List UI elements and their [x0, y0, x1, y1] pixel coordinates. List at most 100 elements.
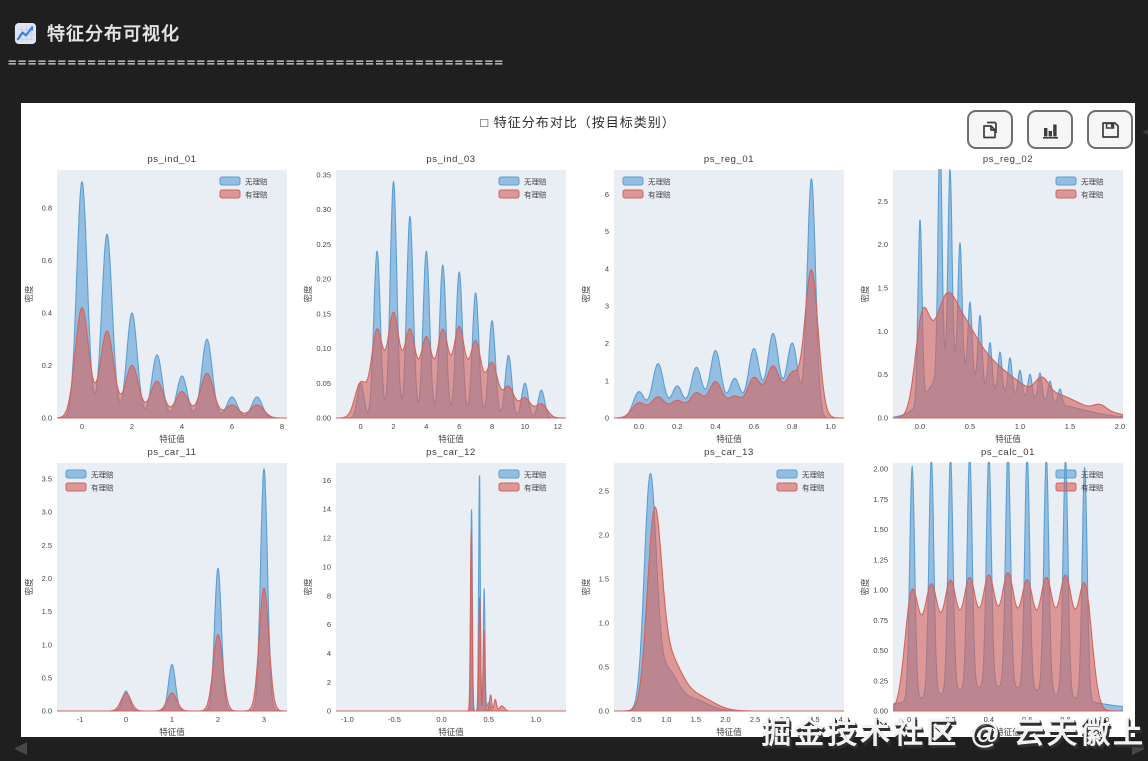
legend-swatch [1055, 189, 1077, 199]
y-tick-label: 0.4 [42, 309, 52, 318]
y-axis-label: 密度 [303, 578, 313, 596]
x-tick-label: 1.5 [691, 715, 701, 724]
legend-swatch [1055, 482, 1077, 492]
x-tick-label: 4.0 [839, 715, 849, 724]
x-axis-label: 特征值 [717, 434, 743, 443]
x-axis-label: 特征值 [438, 727, 464, 736]
kde-area-有理赔 [614, 506, 845, 712]
legend-label: 有理赔 [524, 483, 547, 493]
kde-area-有理赔 [57, 307, 287, 419]
x-tick-label: 0.8 [1060, 715, 1070, 724]
subplot-title: ps_car_11 [147, 447, 196, 458]
copy-button[interactable] [967, 110, 1013, 149]
y-tick-label: 8 [326, 591, 330, 600]
y-tick-label: 0.0 [42, 414, 52, 423]
save-button[interactable] [1087, 110, 1133, 149]
x-tick-label: 3 [262, 715, 266, 724]
y-tick-label: 0.25 [316, 240, 331, 249]
x-tick-label: 1.5 [1065, 422, 1075, 431]
y-tick-label: 3.5 [42, 475, 52, 484]
y-tick-label: 0.10 [316, 344, 331, 353]
y-tick-label: 0.35 [316, 170, 331, 179]
y-tick-label: 0.5 [599, 663, 609, 672]
legend-label: 无理赔 [524, 177, 547, 187]
y-tick-label: 0.5 [878, 370, 888, 379]
carousel-next-icon[interactable]: ▶ [1131, 738, 1145, 757]
x-tick-label: 6 [457, 422, 461, 431]
x-tick-label: 4 [424, 422, 428, 431]
y-tick-label: 2 [326, 678, 330, 687]
x-tick-label: 2.0 [721, 715, 731, 724]
subplot-title: ps_car_12 [426, 447, 476, 458]
subplot-title: ps_ind_03 [426, 154, 475, 165]
carousel-prev-icon[interactable]: ◀ [14, 738, 28, 757]
legend-label: 无理赔 [245, 177, 268, 187]
legend-label: 无理赔 [648, 177, 671, 187]
y-tick-label: 1 [605, 376, 609, 385]
y-tick-label: 2 [605, 339, 609, 348]
x-tick-label: 0.0 [907, 715, 917, 724]
copy-icon [983, 121, 997, 138]
kde-area-有理赔 [57, 587, 287, 712]
y-tick-label: 1.25 [873, 555, 888, 564]
x-tick-label: 0.2 [672, 422, 682, 431]
y-tick-label: 0.00 [316, 414, 331, 423]
kde-area-有理赔 [335, 531, 566, 712]
x-tick-label: 0.4 [984, 715, 994, 724]
legend-label: 有理赔 [245, 190, 268, 200]
y-tick-label: 2.0 [878, 240, 888, 249]
y-tick-label: 1.75 [873, 495, 888, 504]
legend-swatch [776, 469, 798, 479]
legend-label: 无理赔 [91, 470, 114, 480]
subplot-title: ps_ind_01 [147, 154, 196, 165]
legend-label: 有理赔 [91, 483, 114, 493]
y-tick-label: 0.05 [316, 379, 331, 388]
y-tick-label: 4 [326, 649, 330, 658]
subplot-ps_car_12: ps_car_12 -1.0 -0.5 0.0 0.5 1.0 0 2 4 6 8 10 12 14 16 特… [303, 447, 566, 736]
y-axis-label: 密度 [24, 578, 34, 596]
y-tick-label: 0.0 [878, 414, 888, 423]
y-tick-label: 1.5 [878, 284, 888, 293]
legend-label: 有理赔 [1081, 190, 1104, 200]
x-tick-label: 2 [391, 422, 395, 431]
y-tick-label: 0.0 [42, 707, 52, 716]
panel-edge-arrow-icon: ◀ [1142, 122, 1148, 140]
x-tick-label: 0.6 [749, 422, 759, 431]
legend-swatch [65, 482, 87, 492]
x-tick-label: 1.0 [530, 715, 540, 724]
chart-button[interactable] [1027, 110, 1073, 149]
y-tick-label: 0.00 [873, 707, 888, 716]
bar-chart-icon [1043, 124, 1058, 139]
y-tick-label: 16 [322, 476, 330, 485]
y-tick-label: 0.0 [599, 707, 609, 716]
subplot-title: ps_calc_01 [981, 447, 1035, 458]
subplot-title: ps_car_13 [704, 447, 754, 458]
x-tick-label: 0.5 [632, 715, 642, 724]
y-tick-label: 0.8 [42, 204, 52, 213]
y-tick-label: 1.0 [42, 640, 52, 649]
x-tick-label: -1 [77, 715, 84, 724]
kde-area-有理赔 [614, 269, 845, 419]
x-axis-label: 特征值 [717, 727, 743, 736]
x-tick-label: 2.5 [750, 715, 760, 724]
legend-label: 有理赔 [524, 190, 547, 200]
y-tick-label: 12 [322, 534, 330, 543]
y-tick-label: 0.50 [873, 646, 888, 655]
y-tick-label: 0.2 [42, 361, 52, 370]
legend-swatch [219, 176, 241, 186]
legend-label: 无理赔 [1081, 177, 1104, 187]
x-tick-label: -0.5 [388, 715, 401, 724]
legend-label: 有理赔 [648, 190, 671, 200]
subplot-ps_reg_01: ps_reg_01 0.0 0.2 0.4 0.6 0.8 1.0 0 1 2 3 4 5 6 特征值 密度 无… [581, 154, 845, 443]
watermark: 掘金技术社区 @ 云天徽上 [761, 717, 1146, 750]
y-tick-label: 0.20 [316, 275, 331, 284]
x-tick-label: 1.0 [1099, 715, 1109, 724]
x-tick-label: 1.0 [826, 422, 836, 431]
x-tick-label: -1.0 [340, 715, 353, 724]
legend-swatch [498, 176, 520, 186]
subplot-ps_calc_01: ps_calc_01 0.0 0.2 0.4 0.6 0.8 1.0 0.00 0.25 0.50… [860, 447, 1123, 736]
x-tick-label: 0 [80, 422, 84, 431]
axes-background [57, 170, 287, 418]
